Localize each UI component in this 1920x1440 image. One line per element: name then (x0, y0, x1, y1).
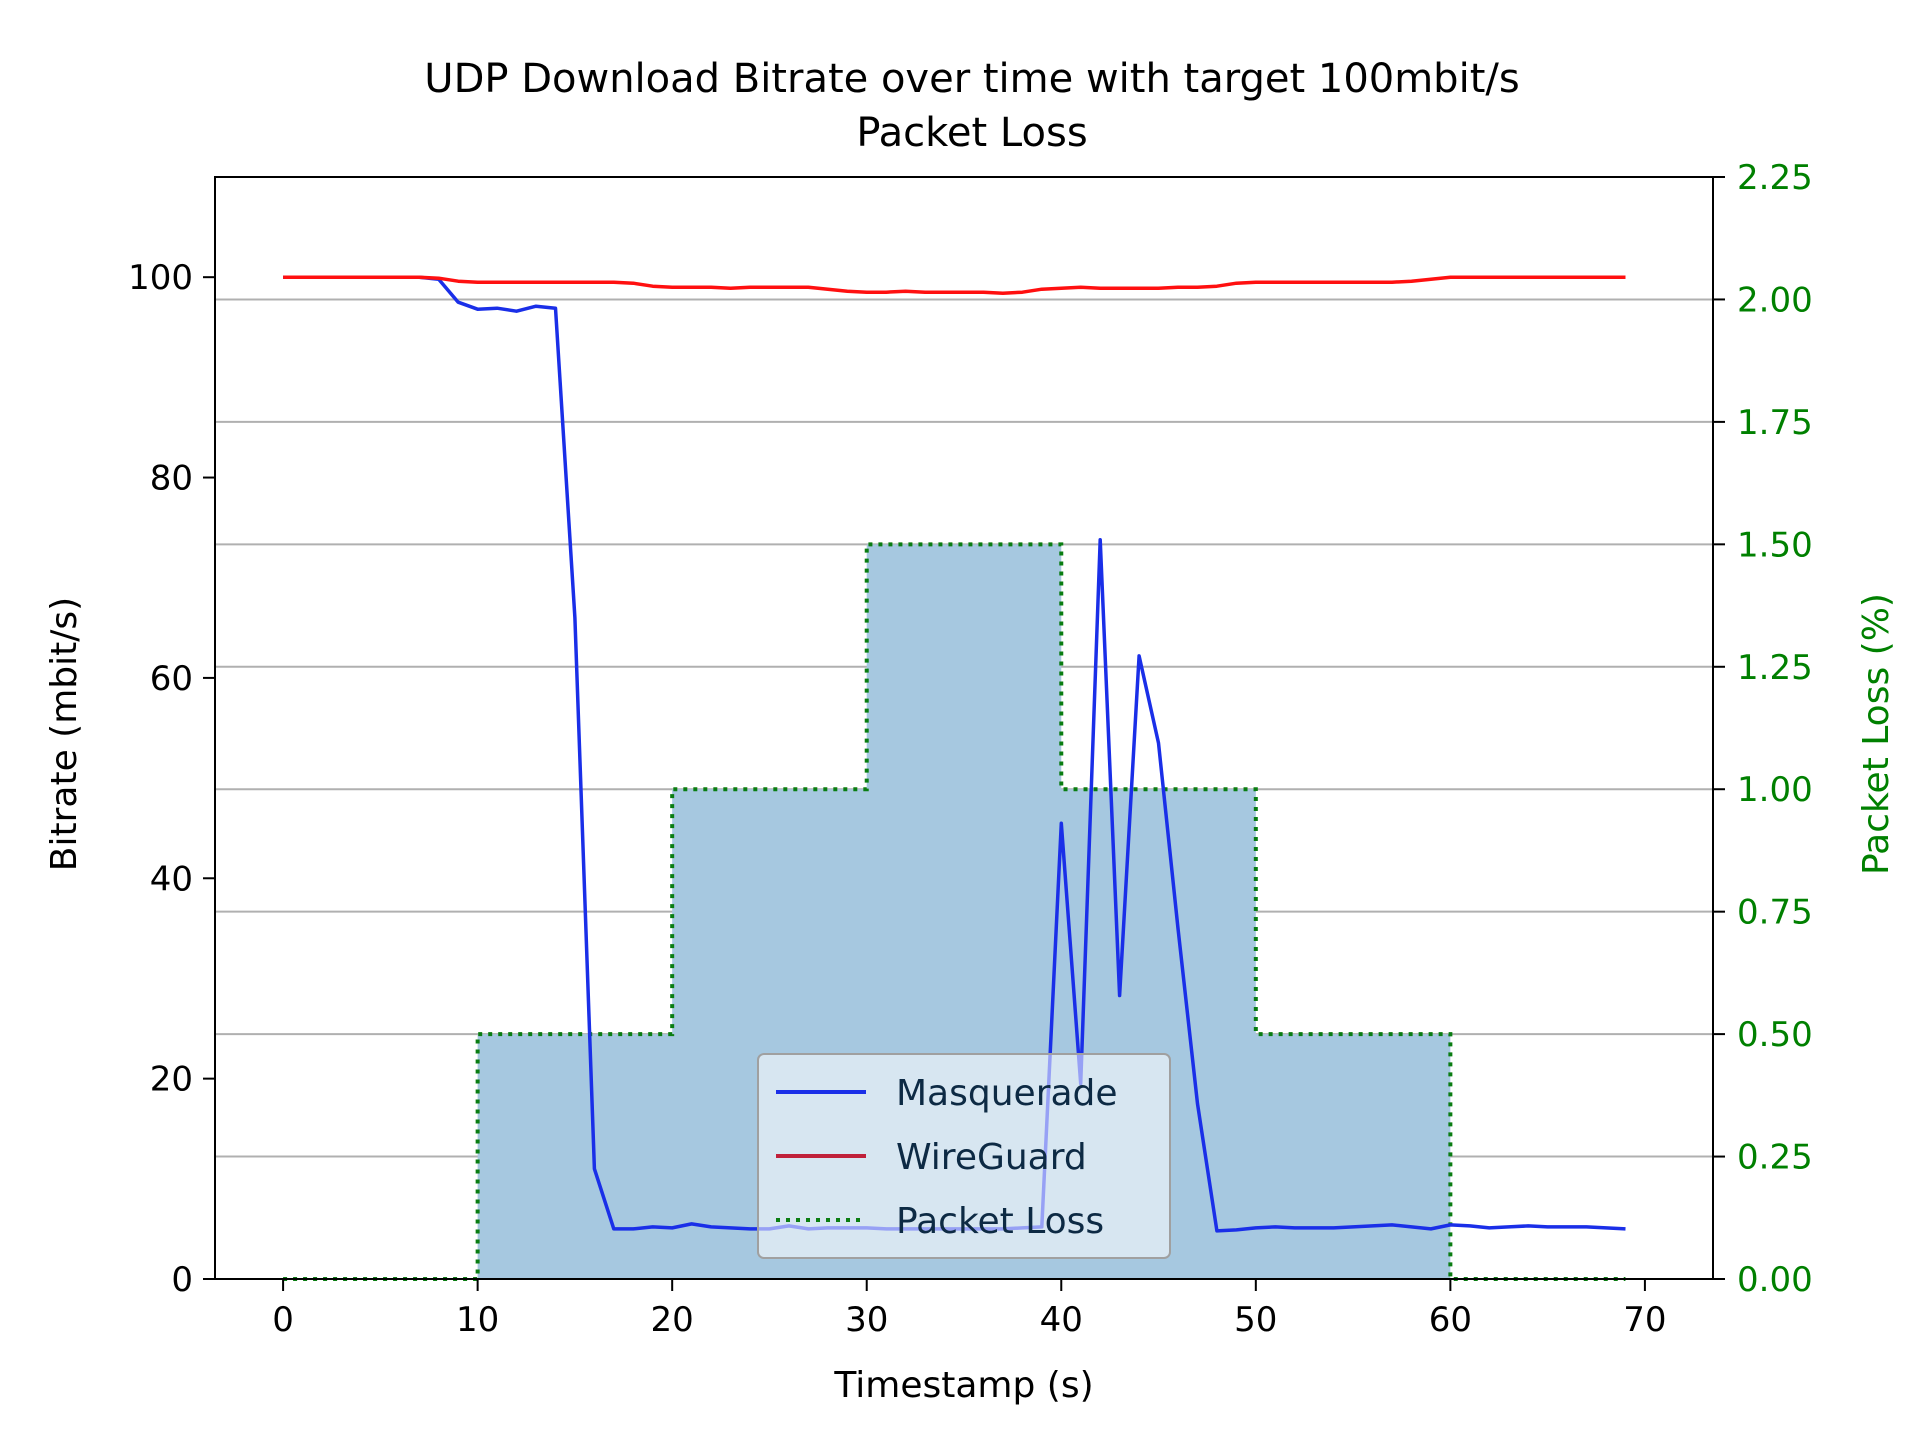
x-tick-label: 70 (1623, 1300, 1666, 1340)
y2-axis-ticks: 0.00 0.25 0.50 0.75 1.00 1.25 1.50 1.75 2.00 2.25 (1713, 158, 1813, 1300)
y2-tick-label: 2.25 (1737, 158, 1813, 198)
y-tick-label: 100 (128, 258, 193, 298)
y-tick-label: 20 (150, 1060, 193, 1100)
x-tick-label: 10 (456, 1300, 499, 1340)
y2-tick-label: 0.75 (1737, 893, 1813, 933)
y2-tick-label: 1.50 (1737, 525, 1813, 565)
y2-tick-label: 1.25 (1737, 648, 1813, 688)
y-tick-label: 40 (150, 859, 193, 899)
y-axis-ticks: 0 20 40 60 80 100 (128, 258, 215, 1300)
legend: Masquerade WireGuard Packet Loss (757, 1053, 1171, 1259)
y2-tick-label: 0.50 (1737, 1015, 1813, 1055)
y2-tick-label: 1.00 (1737, 770, 1813, 810)
y2-axis-label: Packet Loss (%) (1856, 593, 1897, 875)
x-tick-label: 20 (651, 1300, 694, 1340)
packet-loss-line (283, 542, 1626, 1281)
legend-label-masquerade: Masquerade (896, 1073, 1118, 1114)
packet-loss-area (283, 544, 1626, 1279)
wireguard-line (283, 275, 1626, 295)
y-axis-label: Bitrate (mbit/s) (44, 597, 85, 871)
x-tick-label: 30 (845, 1300, 888, 1340)
chart-subtitle: Packet Loss (856, 110, 1087, 156)
x-tick-label: 0 (272, 1300, 294, 1340)
legend-label-packet-loss: Packet Loss (896, 1201, 1104, 1242)
x-tick-label: 50 (1234, 1300, 1277, 1340)
y-tick-label: 0 (171, 1260, 193, 1300)
x-axis-ticks: 0 10 20 30 40 50 60 70 (272, 1279, 1667, 1340)
y2-tick-label: 1.75 (1737, 403, 1813, 443)
packet-loss-fill (283, 544, 1626, 1279)
y2-tick-label: 0.00 (1737, 1260, 1813, 1300)
y-tick-label: 60 (150, 659, 193, 699)
legend-label-wireguard: WireGuard (896, 1137, 1087, 1178)
plot-frame (214, 176, 1714, 1280)
chart-title: UDP Download Bitrate over time with targ… (424, 56, 1519, 102)
y-tick-label: 80 (150, 459, 193, 499)
x-tick-label: 40 (1040, 1300, 1083, 1340)
y2-tick-label: 0.25 (1737, 1138, 1813, 1178)
x-tick-label: 60 (1429, 1300, 1472, 1340)
legend-box (757, 1053, 1171, 1259)
y2-tick-label: 2.00 (1737, 280, 1813, 320)
x-axis-label: Timestamp (s) (833, 1365, 1093, 1406)
